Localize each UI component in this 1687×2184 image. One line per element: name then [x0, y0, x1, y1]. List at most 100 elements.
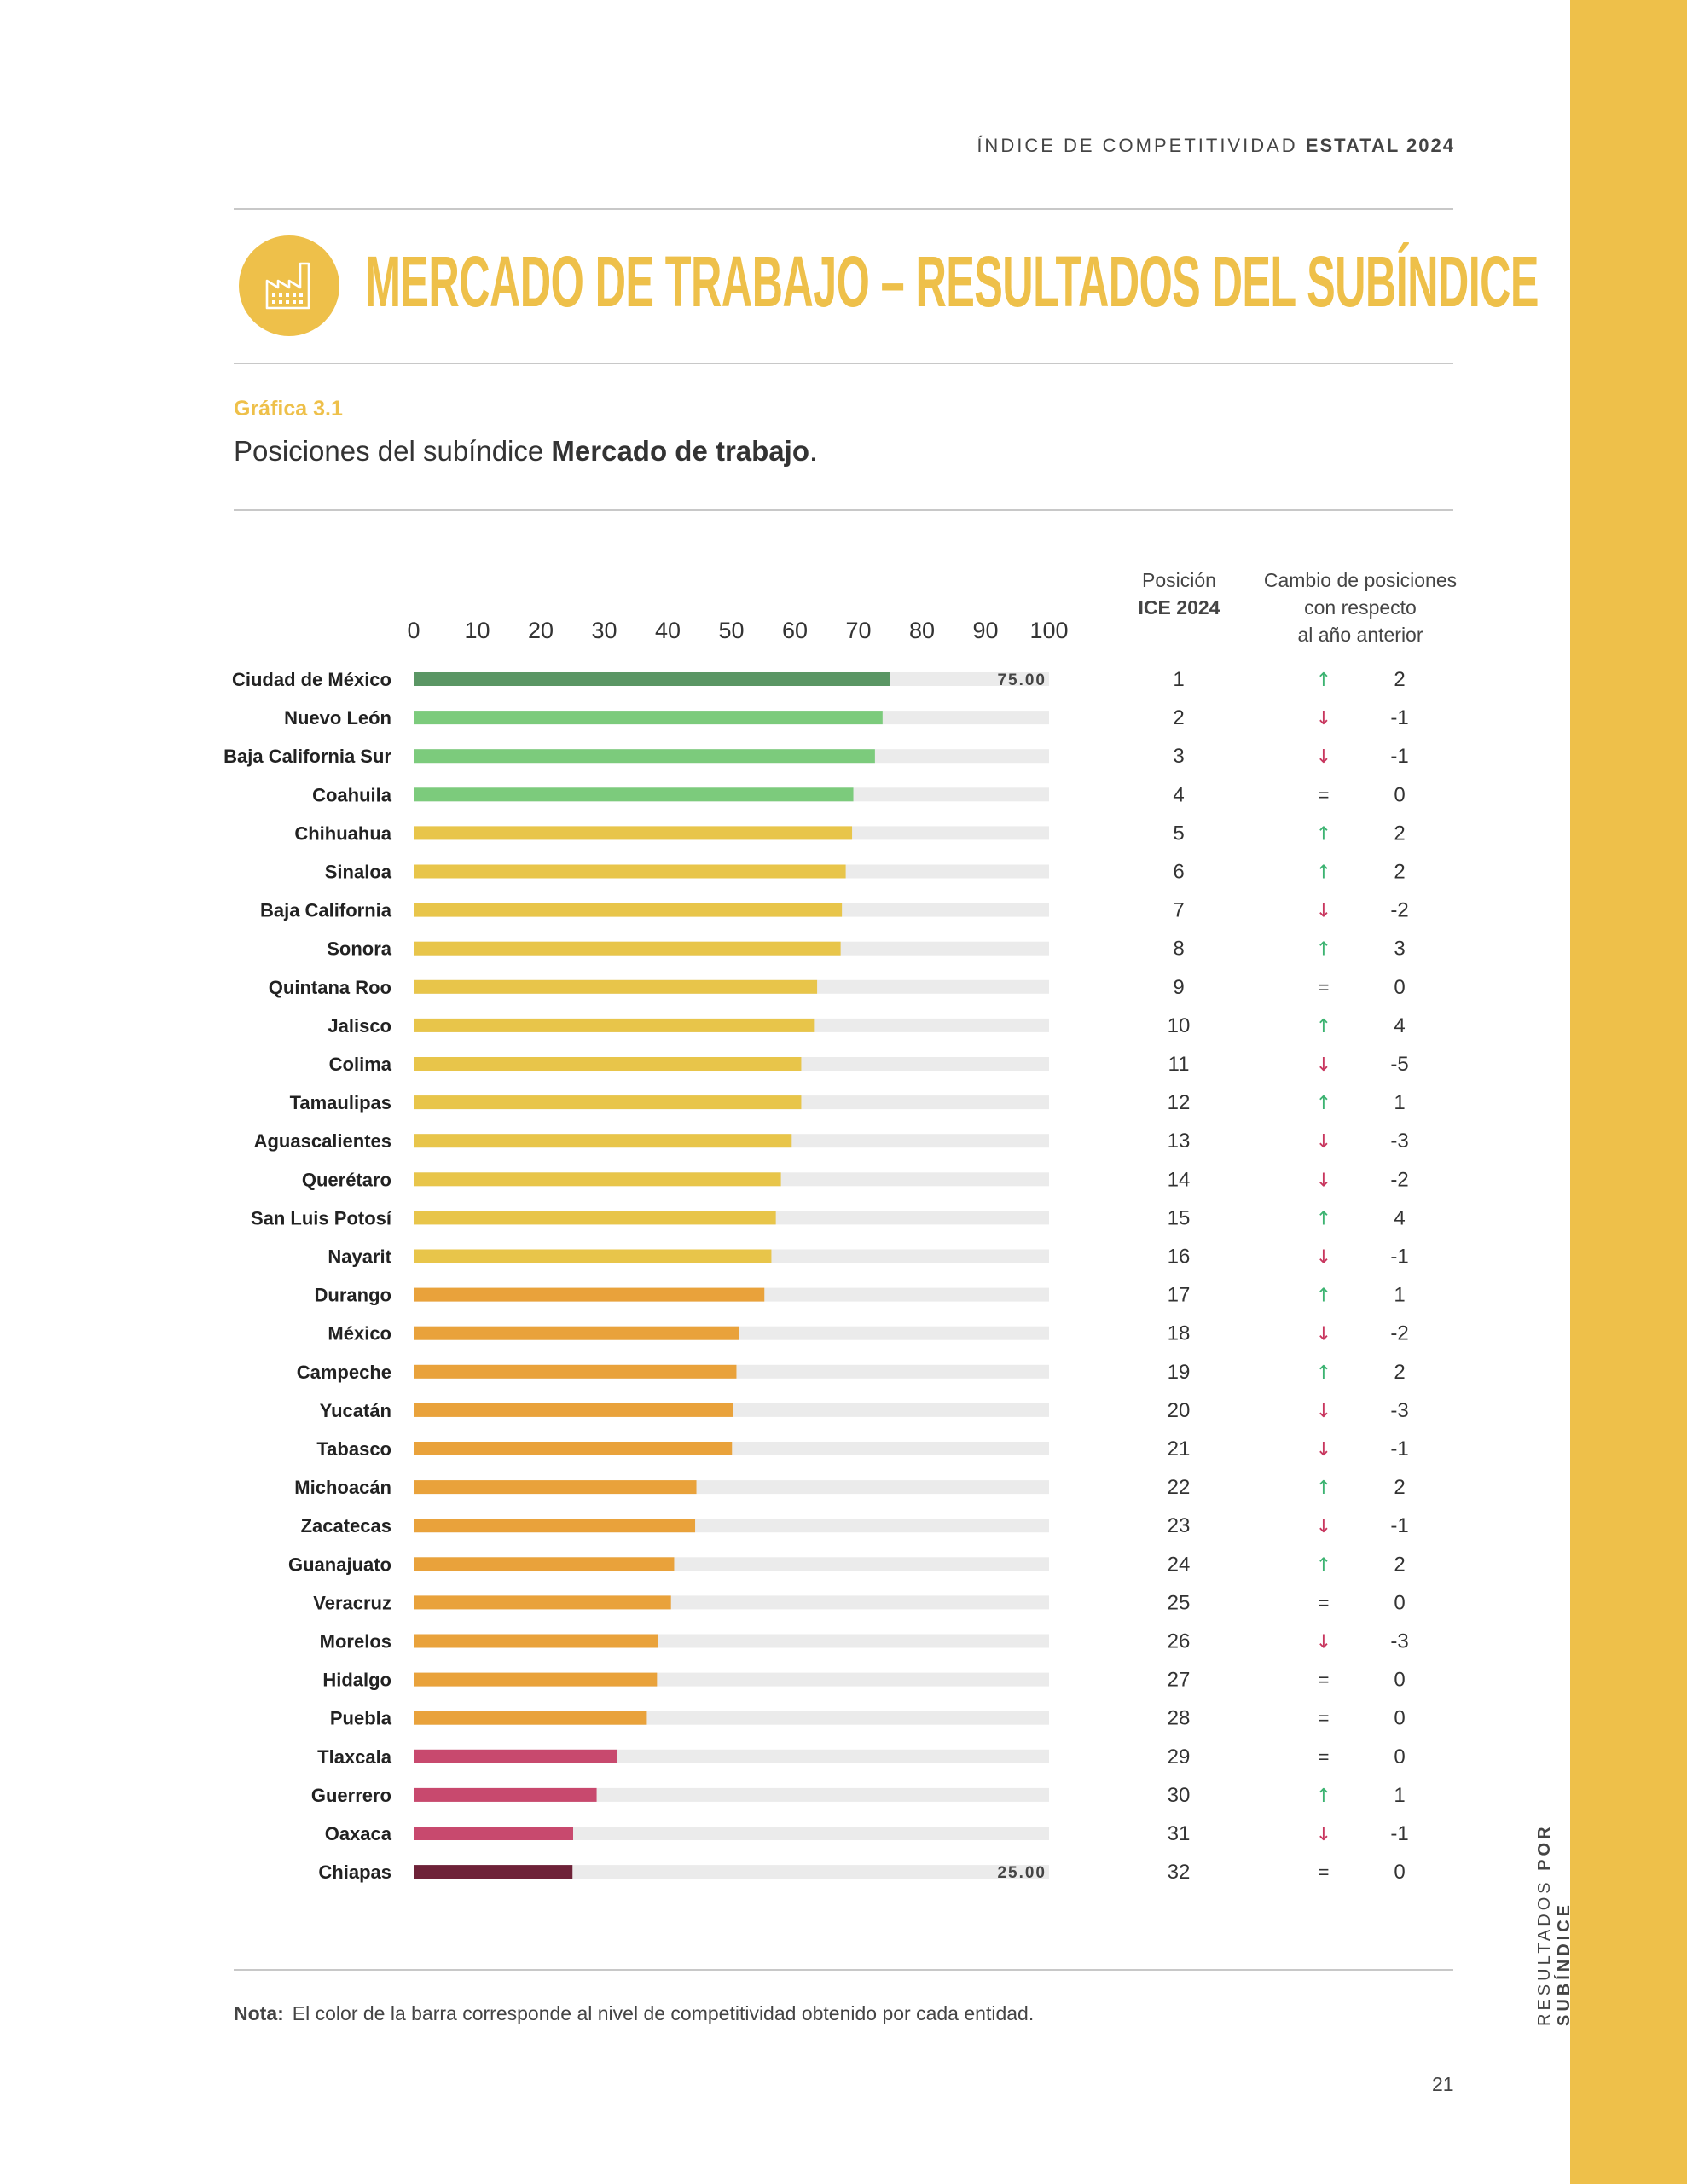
bar — [414, 1057, 802, 1071]
position-value: 2 — [1173, 706, 1184, 729]
bar — [414, 787, 854, 802]
position-change-value: 3 — [1394, 938, 1405, 961]
bar — [414, 1134, 792, 1148]
position-change-value: -1 — [1390, 745, 1408, 768]
bar — [414, 1364, 737, 1379]
arrow-up-icon: ↑ — [1316, 1478, 1331, 1499]
arrow-down-icon: ↓ — [1316, 1632, 1331, 1653]
position-change-value: 2 — [1394, 668, 1405, 691]
position-value: 30 — [1168, 1784, 1191, 1807]
state-label: Puebla — [330, 1708, 392, 1729]
x-tick-label: 10 — [464, 618, 490, 643]
equal-icon: = — [1319, 1862, 1330, 1883]
position-change-value: 1 — [1394, 1091, 1405, 1114]
x-tick-label: 100 — [1029, 618, 1068, 643]
position-value: 5 — [1173, 822, 1184, 845]
divider-title — [234, 363, 1453, 364]
arrow-up-icon: ↑ — [1316, 1786, 1331, 1807]
position-change-value: 0 — [1394, 1669, 1405, 1692]
arrow-down-icon: ↓ — [1316, 1439, 1331, 1461]
position-value: 31 — [1168, 1822, 1191, 1845]
position-value: 22 — [1168, 1476, 1191, 1499]
state-label: Campeche — [297, 1362, 391, 1383]
state-label: Chihuahua — [294, 822, 391, 844]
equal-icon: = — [1319, 1746, 1330, 1768]
divider-top — [234, 208, 1453, 210]
position-change-value: -2 — [1390, 1322, 1408, 1345]
state-label: Colima — [329, 1054, 392, 1075]
x-tick-label: 80 — [909, 618, 935, 643]
bar — [414, 749, 875, 764]
state-label: Durango — [315, 1285, 391, 1306]
min-value-label: 25.00 — [997, 1864, 1046, 1882]
position-change-value: 2 — [1394, 1553, 1405, 1576]
position-change-value: 0 — [1394, 1745, 1405, 1769]
max-value-label: 75.00 — [997, 671, 1046, 689]
bar — [414, 1672, 658, 1687]
divider-graph — [234, 509, 1453, 511]
position-change-value: 0 — [1394, 976, 1405, 999]
state-label: Yucatán — [320, 1400, 391, 1421]
arrow-down-icon: ↓ — [1316, 1324, 1331, 1345]
position-value: 21 — [1168, 1438, 1191, 1461]
bar — [414, 1172, 781, 1187]
position-value: 9 — [1173, 976, 1184, 999]
x-tick-label: 20 — [528, 618, 554, 643]
arrow-down-icon: ↓ — [1316, 1131, 1331, 1153]
state-label: Sonora — [327, 938, 392, 960]
position-change-value: 2 — [1394, 861, 1405, 884]
position-change-value: 1 — [1394, 1784, 1405, 1807]
equal-icon: = — [1319, 977, 1330, 998]
equal-icon: = — [1319, 1670, 1330, 1691]
state-label: Oaxaca — [325, 1823, 392, 1844]
bar — [414, 1287, 765, 1302]
x-tick-label: 70 — [845, 618, 871, 643]
state-label: Michoacán — [294, 1477, 391, 1498]
state-label: Quintana Roo — [269, 977, 391, 998]
equal-icon: = — [1319, 784, 1330, 805]
bar — [414, 672, 890, 686]
bar — [414, 1442, 733, 1455]
position-value: 4 — [1173, 783, 1184, 806]
bar — [414, 1211, 776, 1225]
position-change-value: -2 — [1390, 899, 1408, 922]
position-change-value: 1 — [1394, 1284, 1405, 1307]
state-label: Querétaro — [302, 1169, 391, 1190]
state-label: Nayarit — [328, 1246, 391, 1268]
state-label: Zacatecas — [301, 1515, 391, 1536]
position-change-value: 2 — [1394, 822, 1405, 845]
position-change-value: 0 — [1394, 783, 1405, 806]
page-number: 21 — [1432, 2073, 1454, 2095]
divider-bottom — [234, 1969, 1453, 1971]
bar — [414, 1018, 815, 1032]
state-label: Nuevo León — [284, 707, 391, 729]
arrow-down-icon: ↓ — [1316, 1054, 1331, 1076]
page-title: MERCADO DE TRABAJO – RESULTADOS DEL SUBÍ… — [365, 241, 1539, 322]
state-label: Baja California — [260, 900, 392, 921]
bar — [414, 711, 883, 725]
position-value: 1 — [1173, 668, 1184, 691]
arrow-down-icon: ↓ — [1316, 901, 1331, 922]
arrow-up-icon: ↑ — [1316, 1362, 1331, 1384]
position-value: 27 — [1168, 1669, 1191, 1692]
position-change-value: -1 — [1390, 1822, 1408, 1845]
graph-number: Gráfica 3.1 — [234, 397, 343, 421]
state-label: Guanajuato — [288, 1554, 391, 1575]
state-label: Ciudad de México — [232, 669, 391, 690]
state-label: Baja California Sur — [223, 746, 391, 767]
position-value: 12 — [1168, 1091, 1191, 1114]
position-value: 18 — [1168, 1322, 1191, 1345]
position-value: 6 — [1173, 861, 1184, 884]
bar — [414, 941, 841, 956]
bar — [414, 1865, 573, 1879]
arrow-up-icon: ↑ — [1316, 1208, 1331, 1229]
position-value: 23 — [1168, 1514, 1191, 1537]
state-label: Tabasco — [316, 1438, 391, 1460]
state-label: Morelos — [320, 1631, 391, 1653]
bar — [414, 1249, 772, 1263]
arrow-down-icon: ↓ — [1316, 708, 1331, 729]
position-change-value: -3 — [1390, 1130, 1408, 1153]
arrow-down-icon: ↓ — [1316, 1170, 1331, 1191]
position-change-value: -1 — [1390, 1514, 1408, 1537]
